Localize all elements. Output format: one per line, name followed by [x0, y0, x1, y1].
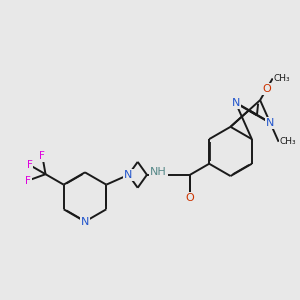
- Text: N: N: [81, 217, 89, 226]
- Text: F: F: [39, 151, 45, 161]
- Text: N: N: [124, 170, 133, 180]
- Text: CH₃: CH₃: [280, 137, 296, 146]
- Text: F: F: [27, 160, 32, 170]
- Text: O: O: [262, 84, 271, 94]
- Text: N: N: [266, 118, 274, 128]
- Text: NH: NH: [150, 167, 166, 177]
- Text: F: F: [25, 176, 31, 185]
- Text: O: O: [186, 193, 194, 203]
- Text: N: N: [231, 98, 240, 108]
- Text: CH₃: CH₃: [274, 74, 290, 83]
